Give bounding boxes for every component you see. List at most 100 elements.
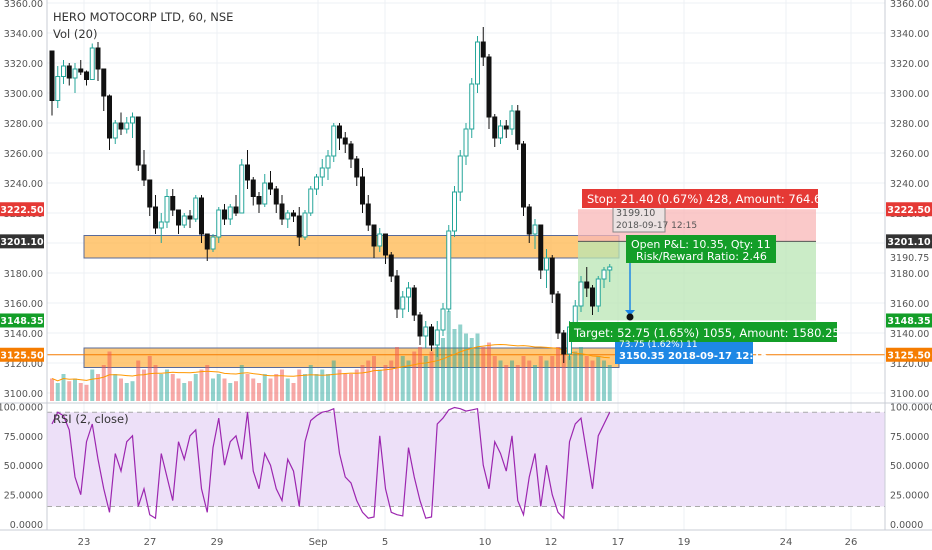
candle-body — [475, 41, 480, 85]
time-tick-label: 23 — [78, 537, 91, 548]
price-tick-right: 3280.00 — [890, 119, 929, 130]
price-tick-right: 3120.00 — [890, 359, 929, 370]
price-label-left: 3125.50 — [0, 350, 44, 361]
long-position-tool[interactable]: 3199.10 2018-09-17 12:15 — [578, 205, 816, 321]
candle-body — [216, 209, 222, 238]
high-note-date: 2018-09-17 12:15 — [616, 221, 697, 231]
candle-body — [337, 125, 342, 139]
candle-body — [233, 206, 239, 214]
volume-bar — [291, 383, 296, 401]
candle-body — [204, 233, 210, 250]
candle-body — [181, 215, 187, 226]
candle-body — [187, 215, 193, 220]
volume-bar — [452, 329, 457, 401]
price-label-right-bg — [886, 202, 932, 217]
volume-bar — [245, 374, 250, 401]
candle-body — [480, 41, 486, 58]
candle-body — [532, 224, 538, 235]
volume-bar — [458, 324, 463, 401]
volume-bar — [602, 360, 606, 401]
candle-body — [365, 203, 371, 226]
candle-body — [49, 50, 55, 101]
price-label-right-bg — [886, 234, 932, 249]
candle-body — [112, 122, 118, 139]
volume-bar — [170, 374, 175, 401]
candle-body — [377, 233, 383, 247]
rsi-tick-left: 25.0000 — [4, 491, 43, 502]
candle-body — [526, 206, 532, 235]
time-tick-label: 27 — [144, 537, 157, 548]
candle-body — [503, 125, 509, 130]
volume-bar — [314, 374, 319, 401]
volume-bar — [159, 374, 164, 401]
low-note-value: 3150.35 2018-09-17 12:15 — [619, 351, 767, 362]
volume-bar — [389, 360, 394, 401]
volume-bars — [50, 311, 612, 401]
price-label-right: 3222.50 — [887, 205, 931, 216]
volume-bar — [136, 360, 141, 401]
volume-bar — [429, 351, 434, 401]
volume-bar — [303, 374, 307, 401]
volume-bar — [176, 378, 181, 401]
candle-body — [314, 176, 319, 190]
candle-body — [595, 278, 601, 307]
candle-body — [227, 206, 233, 220]
candle-body — [147, 179, 153, 208]
target-label: Target: 52.75 (1.65%) 1055, Amount: 1580… — [573, 326, 840, 340]
candle-body — [61, 65, 66, 77]
position-labels[interactable]: Stop: 21.40 (0.67%) 428, Amount: 764.6 Op… — [569, 189, 840, 364]
candle-body — [176, 209, 181, 226]
candle-body — [342, 137, 348, 145]
price-tick-left: 3140.00 — [4, 329, 43, 340]
volume-bar — [510, 360, 514, 401]
candle-body — [354, 158, 360, 178]
volume-ma-line — [51, 343, 610, 382]
volume-bar — [211, 378, 215, 401]
candle-body — [429, 326, 434, 346]
volume-bar — [498, 360, 503, 401]
volume-bar — [193, 374, 198, 401]
high-note-value: 3199.10 — [616, 208, 655, 219]
price-label-left: 3201.10 — [0, 237, 44, 248]
candle-body — [291, 212, 296, 217]
volume-bar — [268, 378, 273, 401]
candle-body — [170, 196, 176, 211]
volume-bar — [101, 365, 106, 401]
stop-label-bg — [582, 189, 818, 208]
volume-bar — [521, 356, 526, 401]
price-label-left-bg — [0, 234, 44, 249]
volume-bar — [607, 365, 612, 401]
volume-bar — [124, 383, 129, 401]
price-label-left-bg — [0, 313, 44, 328]
time-tick-label: 19 — [678, 537, 691, 548]
volume-bar — [590, 360, 595, 401]
candle-body — [256, 196, 262, 205]
candle-body — [262, 182, 268, 205]
candle-body — [193, 197, 199, 220]
risk-reward-label: Risk/Reward Ratio: 2.46 — [636, 250, 767, 263]
candle-body — [509, 110, 515, 130]
volume-bar — [90, 369, 95, 401]
candle-body — [388, 254, 394, 277]
price-label-right: 3201.10 — [887, 237, 931, 248]
candle-body — [325, 155, 331, 169]
pnl-label: Open P&L: 10.35, Qty: 11 — [631, 238, 771, 251]
volume-bar — [400, 356, 405, 401]
volume-bar — [61, 374, 66, 401]
rsi-tick-left: 100.0000 — [0, 402, 43, 413]
candle-body — [584, 281, 590, 289]
rsi-pane[interactable] — [0, 402, 932, 520]
volume-bar — [337, 369, 342, 401]
candle-body — [302, 212, 308, 238]
candle-body — [440, 308, 446, 331]
volume-bar — [130, 381, 135, 401]
candle-body — [308, 188, 314, 214]
low-note-bg — [615, 342, 753, 364]
candle-body — [400, 296, 406, 310]
price-labels: 3222.50 3222.50 3201.10 3201.10 3190.75 3148.… — [0, 202, 932, 362]
price-label-left-bg — [0, 202, 44, 217]
volume-bar — [50, 378, 54, 401]
volume-bar — [274, 374, 279, 401]
volume-bar — [412, 351, 417, 401]
